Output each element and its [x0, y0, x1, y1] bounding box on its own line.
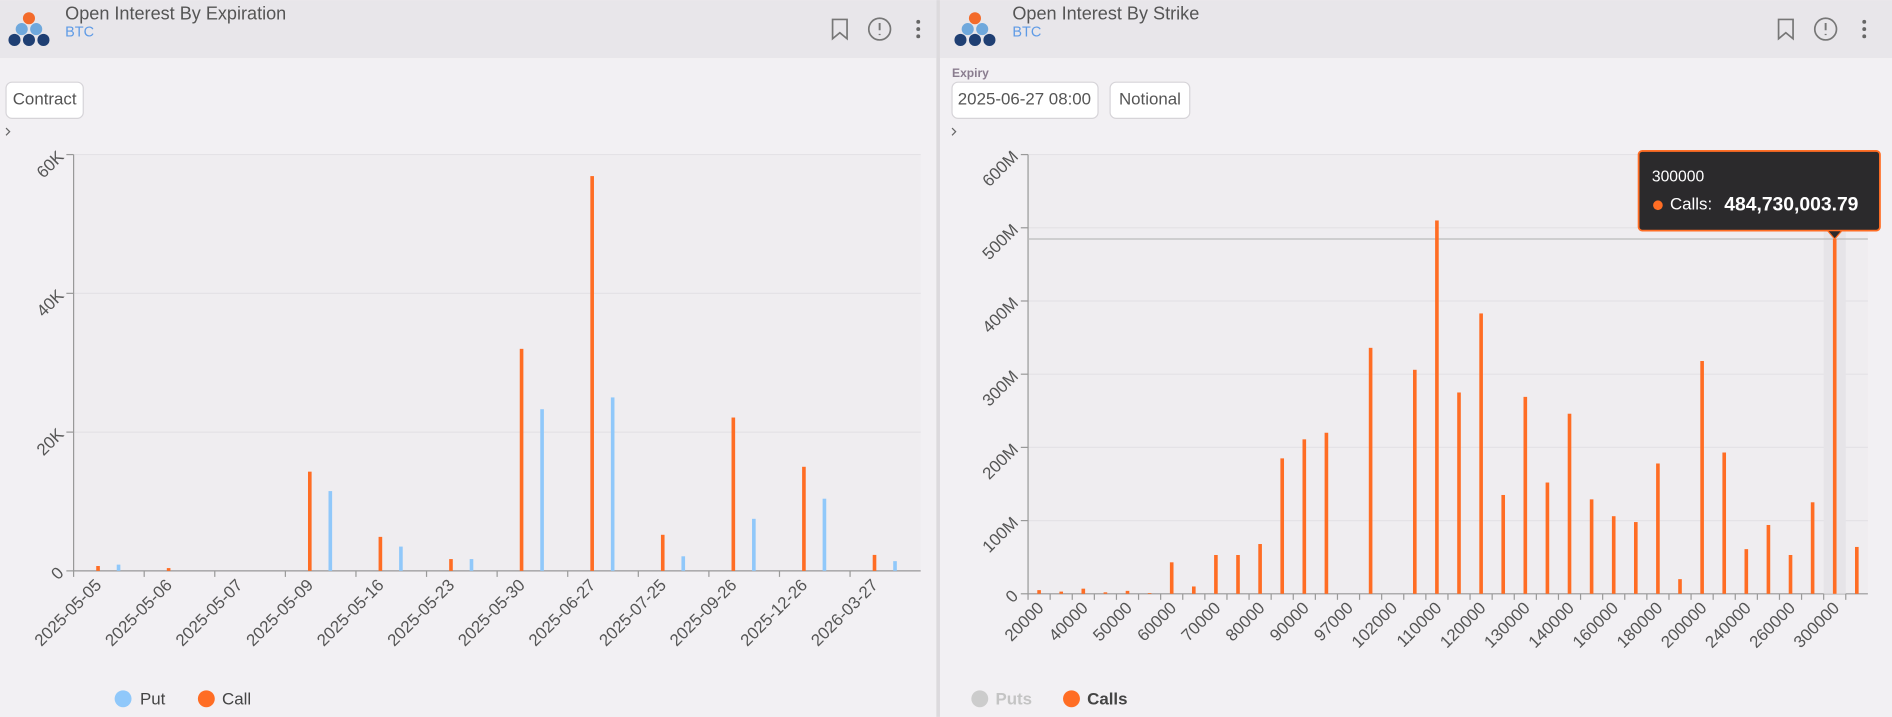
bar: [449, 559, 453, 571]
bar: [660, 534, 665, 571]
bar: [1589, 499, 1594, 594]
panel-header: [939, 0, 1892, 59]
bar: [1634, 522, 1638, 594]
bar: [469, 559, 474, 571]
plot-area: [73, 154, 921, 571]
divider: [936, 0, 940, 717]
bar: [1191, 586, 1196, 594]
tooltip-box: [1637, 150, 1881, 232]
bar: [1810, 502, 1815, 594]
legend-swatch: [971, 690, 989, 708]
bar: [1081, 588, 1086, 594]
panel-header: [0, 0, 937, 59]
tooltip-title: 300000: [1652, 169, 1705, 186]
bar: [1523, 396, 1528, 594]
bar: [1766, 524, 1771, 594]
legend-label[interactable]: Calls: [1087, 689, 1127, 708]
control-button[interactable]: [5, 81, 84, 119]
bar: [378, 536, 383, 571]
bar: [1280, 458, 1285, 594]
bar: [1611, 516, 1616, 594]
bar: [1855, 546, 1859, 594]
bar: [307, 471, 312, 571]
control-label: Notional: [1119, 90, 1181, 109]
control-label: Contract: [13, 90, 77, 109]
bar: [1501, 494, 1506, 594]
info-icon[interactable]: [1813, 17, 1838, 41]
bar: [1722, 452, 1727, 594]
panel-subtitle: BTC: [1012, 25, 1041, 41]
logo: [954, 12, 996, 46]
panel-subtitle: BTC: [65, 25, 94, 41]
bar: [893, 561, 897, 571]
bar: [590, 176, 594, 571]
bar: [166, 568, 171, 571]
bar: [731, 417, 736, 571]
bar: [1788, 554, 1793, 594]
bar: [610, 397, 615, 571]
bar: [1103, 592, 1108, 594]
legend-label[interactable]: Put: [140, 689, 166, 708]
filter-label: Expiry: [952, 66, 989, 80]
control-button[interactable]: [951, 81, 1099, 119]
panel-title: Open Interest By Expiration: [65, 3, 286, 23]
bar: [1744, 549, 1749, 594]
bar: [1832, 238, 1837, 594]
info-glyph: [878, 23, 1827, 36]
tooltip-pointer: [1826, 229, 1844, 240]
bar: [1236, 554, 1240, 594]
panel-title: Open Interest By Strike: [1012, 3, 1199, 23]
bar: [96, 566, 100, 571]
info-icon[interactable]: [867, 17, 892, 41]
bar: [822, 498, 827, 571]
bar: [1368, 347, 1373, 594]
bar: [802, 466, 806, 571]
bar: [1479, 313, 1483, 594]
menu-icon[interactable]: [1862, 19, 1867, 39]
control-label: 2025-06-27 08:00: [958, 90, 1091, 109]
bar: [1125, 590, 1130, 594]
legend-swatch: [197, 690, 215, 708]
bar: [1302, 439, 1307, 594]
logo: [8, 12, 50, 46]
bookmark-icon[interactable]: [831, 18, 848, 41]
tooltip-swatch: [1653, 200, 1663, 211]
bar: [1037, 590, 1041, 594]
bar: [1059, 591, 1064, 594]
control-button[interactable]: [1109, 81, 1191, 119]
bar: [872, 554, 877, 571]
bar: [519, 348, 524, 571]
legend-label[interactable]: Puts: [995, 689, 1032, 708]
bar: [1147, 593, 1152, 594]
bar: [1656, 463, 1660, 594]
bar: [1214, 554, 1218, 594]
bar: [328, 491, 333, 571]
expand-arrow[interactable]: [5, 127, 957, 136]
bookmark-icon[interactable]: [1777, 18, 1794, 41]
bar: [681, 556, 686, 571]
tooltip-value: 484,730,003.79: [1724, 194, 1858, 215]
legend-label[interactable]: Call: [222, 689, 251, 708]
bar: [1700, 361, 1704, 594]
bar: [540, 409, 544, 571]
bar: [1258, 544, 1262, 594]
bar: [1457, 392, 1461, 594]
legend-swatch: [114, 690, 132, 708]
bar: [752, 518, 756, 571]
tooltip-label: Calls:: [1670, 195, 1712, 214]
legend-swatch: [1063, 690, 1080, 708]
bar: [1678, 579, 1682, 594]
bar: [1435, 220, 1439, 594]
bar: [116, 564, 121, 571]
bar: [1324, 432, 1329, 594]
bar: [1169, 562, 1174, 594]
bar: [1567, 413, 1572, 594]
bar: [1545, 482, 1550, 594]
bar: [399, 546, 403, 571]
menu-icon[interactable]: [916, 19, 921, 39]
bar: [1412, 369, 1417, 594]
